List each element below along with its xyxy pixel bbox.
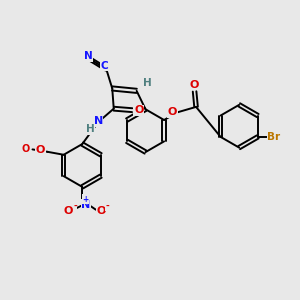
Text: O: O [22, 144, 30, 154]
Text: O: O [36, 145, 45, 155]
Text: O: O [134, 105, 143, 115]
Text: Br: Br [268, 132, 281, 142]
Text: O: O [190, 80, 199, 90]
Text: H: H [86, 124, 95, 134]
Text: -: - [106, 201, 110, 210]
Text: -: - [73, 201, 77, 210]
Text: O: O [168, 107, 177, 117]
Text: O: O [64, 206, 73, 216]
Text: N: N [84, 51, 93, 61]
Text: N: N [94, 116, 103, 127]
Text: O: O [96, 206, 106, 216]
Text: C: C [100, 61, 108, 70]
Text: N: N [81, 200, 90, 210]
Text: H: H [143, 77, 152, 88]
Text: +: + [83, 195, 89, 204]
